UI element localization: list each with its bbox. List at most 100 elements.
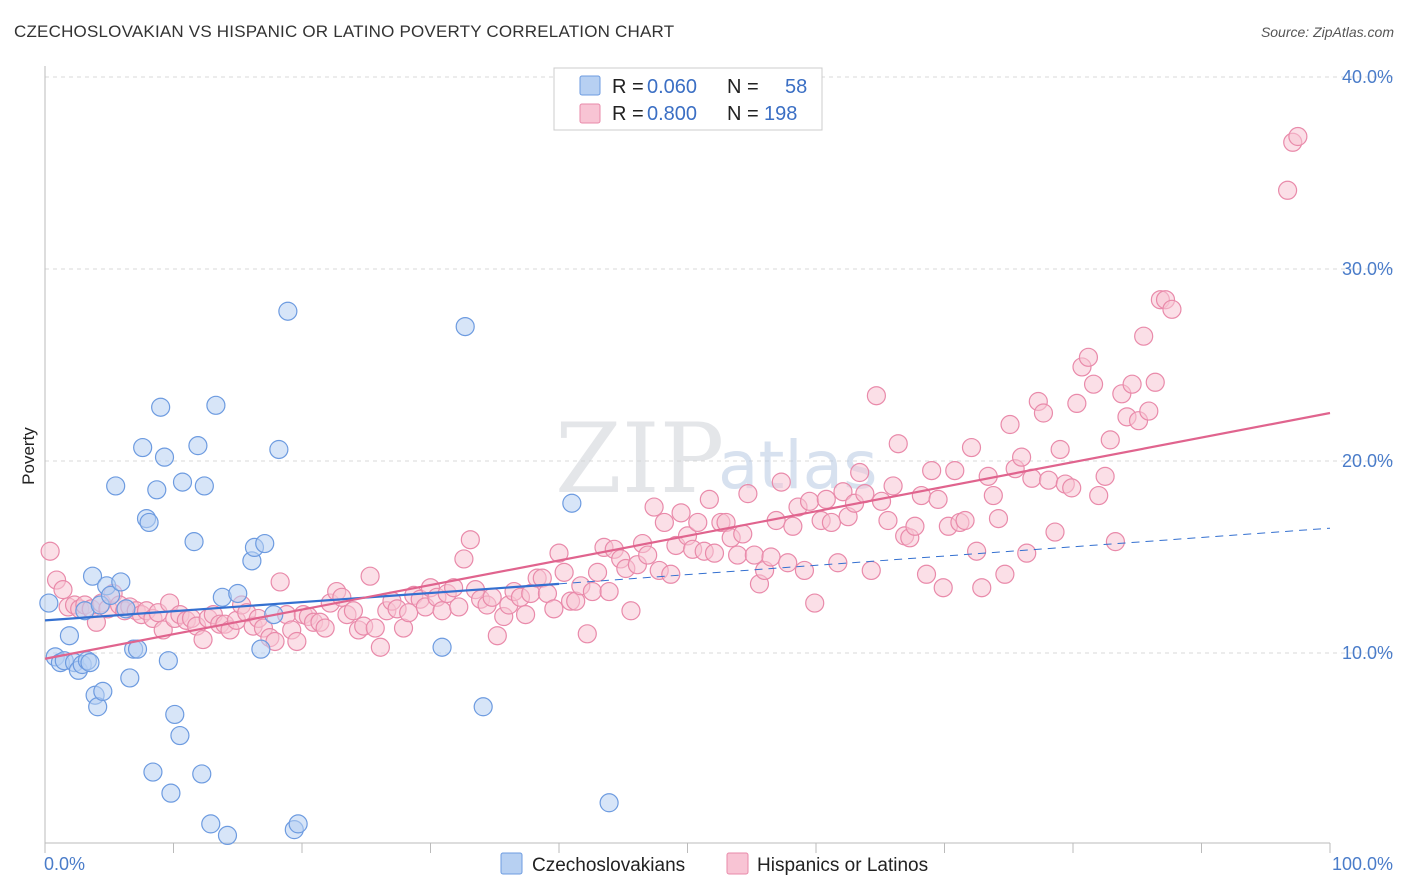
data-point-hispanic (744, 545, 764, 565)
data-point-hispanic (654, 512, 674, 533)
data-point-hispanic (365, 618, 385, 638)
data-point-hispanic (1011, 447, 1032, 467)
data-point-czechoslovakian (120, 668, 140, 688)
data-point-hispanic (967, 541, 987, 561)
chart-source: Source: ZipAtlas.com (1260, 24, 1394, 40)
data-point-hispanic (1038, 470, 1059, 490)
data-point-czechoslovakian (93, 681, 113, 702)
data-point-czechoslovakian (158, 651, 178, 671)
data-point-hispanic (871, 491, 892, 511)
trend-lines (44, 411, 1331, 660)
data-point-hispanic (945, 461, 965, 481)
data-point-hispanic (193, 629, 213, 650)
data-point-hispanic (761, 547, 781, 567)
data-point-hispanic (360, 566, 380, 586)
y-tick-label: 40.0% (1342, 67, 1393, 87)
data-point-czechoslovakian (100, 585, 121, 606)
data-point-czechoslovakian (143, 762, 163, 782)
data-point-hispanic (972, 578, 992, 598)
data-point-czechoslovakian (154, 447, 175, 467)
data-point-hispanic (1134, 326, 1154, 346)
data-point-czechoslovakian (161, 783, 181, 803)
data-point-hispanic (728, 545, 748, 565)
data-point-hispanic (928, 489, 948, 509)
data-point-hispanic (671, 503, 691, 523)
data-point-hispanic (805, 593, 825, 613)
data-point-hispanic (1105, 532, 1126, 552)
data-point-czechoslovakian (255, 533, 275, 554)
data-point-hispanic (599, 581, 619, 602)
data-point-hispanic (343, 601, 363, 621)
data-point-czechoslovakian (80, 652, 100, 673)
data-point-hispanic (988, 508, 1009, 529)
y-tick-labels: 10.0% 20.0% 30.0% 40.0% (1342, 67, 1393, 663)
data-point-hispanic (778, 553, 798, 573)
data-point-hispanic (833, 482, 853, 502)
trend-line-czechoslovakians (44, 582, 560, 622)
data-point-czechoslovakian (170, 725, 190, 746)
legend-r-label-blue: R = (612, 76, 644, 98)
data-point-hispanic (487, 626, 507, 646)
data-point-czechoslovakian (59, 626, 80, 646)
data-point-hispanic (1139, 401, 1159, 421)
legend-r-value-blue: 0.060 (647, 76, 697, 98)
data-point-czechoslovakian (192, 764, 212, 784)
legend-swatch-blue (579, 75, 601, 96)
data-point-hispanic (1033, 403, 1054, 423)
x-tick-labels: 0.0% 100.0% (44, 854, 1393, 874)
bottom-legend-swatch-pink (726, 852, 749, 875)
data-point-hispanic (866, 386, 886, 406)
data-point-hispanic (544, 599, 564, 619)
data-point-hispanic (922, 461, 942, 481)
data-point-hispanic (1050, 439, 1070, 460)
data-point-hispanic (287, 631, 307, 652)
data-point-hispanic (270, 572, 290, 592)
data-point-hispanic (828, 553, 848, 573)
data-point-hispanic (370, 637, 390, 657)
data-point-hispanic (916, 564, 937, 584)
legend-n-value-blue: 58 (785, 76, 807, 98)
data-point-hispanic (1095, 466, 1115, 486)
data-point-hispanic (582, 581, 603, 602)
data-point-hispanic (883, 476, 903, 496)
data-point-hispanic (704, 543, 725, 563)
data-point-hispanic (432, 601, 452, 621)
data-point-hispanic (821, 512, 842, 533)
data-point-hispanic (1000, 414, 1020, 435)
data-point-hispanic (878, 510, 898, 531)
series-hispanics-points (40, 126, 1308, 657)
data-point-czechoslovakian (251, 639, 271, 659)
data-point-hispanic (449, 597, 469, 617)
data-point-hispanic (1162, 299, 1182, 319)
data-point-czechoslovakian (172, 472, 193, 492)
data-point-hispanic (933, 578, 953, 598)
data-point-hispanic (482, 587, 502, 607)
data-point-hispanic (699, 489, 719, 509)
data-point-czechoslovakian (139, 512, 159, 533)
data-point-czechoslovakian (151, 397, 171, 417)
data-point-hispanic (771, 472, 791, 492)
data-point-hispanic (1062, 478, 1082, 498)
trend-line-hispanics (44, 411, 1331, 660)
data-point-hispanic (905, 516, 925, 536)
data-point-czechoslovakian (39, 593, 59, 613)
data-point-czechoslovakian (165, 704, 185, 725)
data-point-czechoslovakian (217, 825, 238, 846)
legend: R = 0.060 N = 58 R = 0.800 N = 198 (553, 67, 823, 131)
data-point-hispanic (733, 524, 753, 544)
y-axis-label: Poverty (19, 427, 38, 485)
bottom-legend-czechoslovakians: Czechoslovakians (532, 855, 685, 876)
axes (44, 66, 1331, 853)
data-point-czechoslovakian (278, 301, 298, 321)
legend-r-value-pink: 0.800 (647, 103, 697, 125)
data-point-czechoslovakian (288, 814, 308, 834)
data-point-hispanic (53, 580, 73, 600)
data-point-hispanic (1017, 543, 1037, 563)
data-point-hispanic (799, 491, 820, 511)
data-point-hispanic (1122, 374, 1142, 394)
data-point-hispanic (644, 497, 664, 517)
data-point-czechoslovakian (473, 697, 493, 717)
data-point-hispanic (661, 564, 681, 584)
data-point-hispanic (460, 530, 480, 550)
